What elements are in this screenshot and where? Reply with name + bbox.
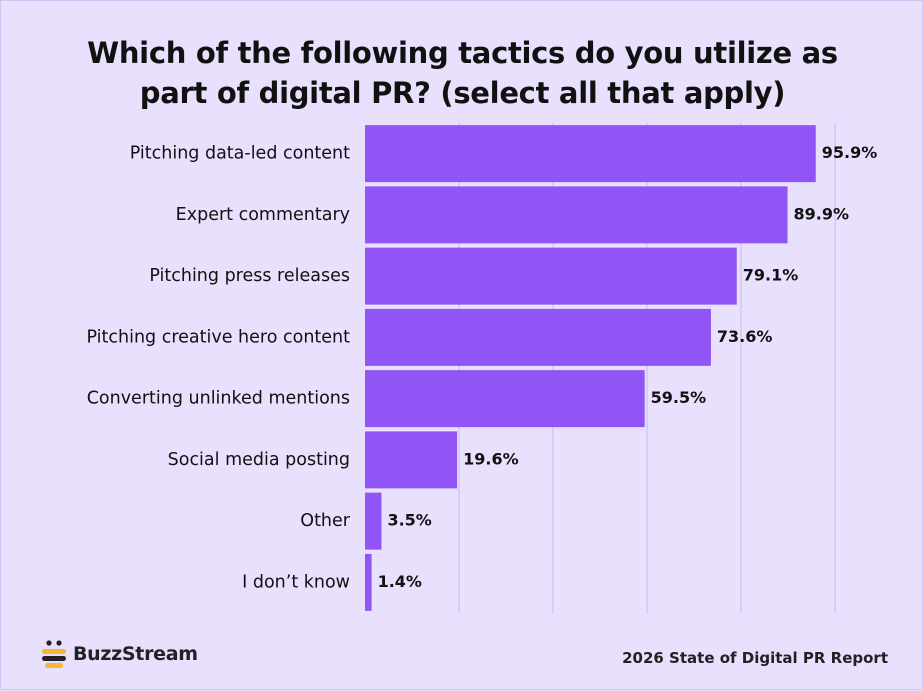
value-label: 59.5%	[651, 388, 707, 407]
bar	[365, 553, 372, 611]
category-label: Expert commentary	[176, 205, 350, 225]
bar	[365, 370, 645, 428]
category-label: Other	[300, 511, 350, 531]
bee-icon	[42, 640, 66, 668]
value-label: 79.1%	[743, 266, 799, 285]
category-label: Pitching creative hero content	[87, 327, 351, 347]
labels: Pitching data-led content 95.9% Expert com…	[87, 143, 878, 592]
buzzstream-logo: BuzzStream	[41, 639, 198, 669]
bars	[365, 125, 816, 611]
value-label: 95.9%	[822, 143, 878, 162]
value-label: 89.9%	[794, 204, 850, 223]
value-label: 19.6%	[463, 449, 519, 468]
source-label: 2026 State of Digital PR Report	[622, 649, 888, 667]
bar	[365, 492, 382, 550]
value-label: 1.4%	[378, 572, 422, 591]
category-label: Converting unlinked mentions	[87, 389, 350, 409]
logo-text: BuzzStream	[73, 643, 198, 665]
bar	[365, 125, 816, 183]
category-label: Pitching press releases	[149, 266, 350, 286]
chart-title: Which of the following tactics do you ut…	[87, 36, 838, 110]
bar	[365, 308, 711, 366]
category-label: Pitching data-led content	[130, 144, 350, 164]
value-label: 3.5%	[387, 511, 431, 530]
bar	[365, 247, 737, 305]
bar	[365, 431, 458, 489]
category-label: Social media posting	[168, 450, 350, 470]
category-label: I don’t know	[242, 572, 350, 592]
value-label: 73.6%	[717, 327, 773, 346]
bar	[365, 186, 788, 244]
